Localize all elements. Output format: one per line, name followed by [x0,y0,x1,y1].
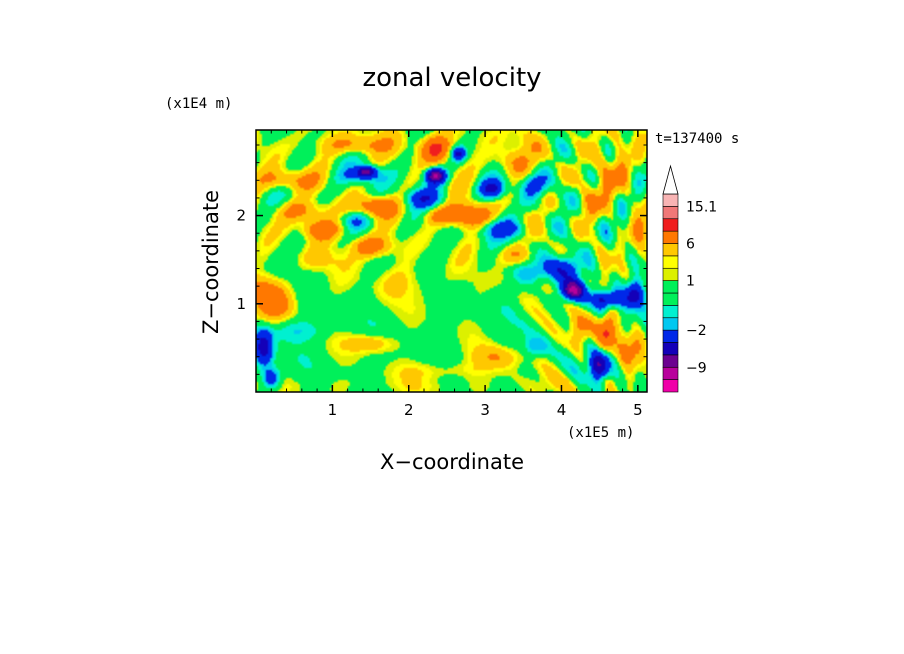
colorbar-tick-label: 15.1 [686,199,717,215]
colorbar-swatch [662,366,679,380]
x-axis-label: X−coordinate [380,450,524,474]
y-axis-ticks: 12 [236,144,647,375]
y-axis-label: Z−coordinate [199,190,223,334]
y-tick-label: 1 [236,295,246,313]
colorbar-swatch [662,354,679,368]
colorbar-swatch [662,243,679,257]
y-multiplier-label: (x1E4 m) [165,96,232,112]
x-tick-label: 1 [328,401,338,419]
colorbar-swatch [662,218,679,232]
colorbar-swatch [662,379,679,393]
colorbar-swatch [662,342,679,356]
colorbar-swatch [662,267,679,281]
colorbar-swatch [662,292,679,306]
heatmap-field [256,130,647,392]
colorbar-swatch [662,317,679,331]
plot-frame [255,129,648,393]
x-tick-label: 3 [480,401,490,419]
chart-title: zonal velocity [362,63,541,93]
colorbar-swatch [662,206,679,220]
colorbar: 15.1 6 1 −2 −9 [662,164,717,393]
colorbar-swatch [662,280,679,294]
y-tick-label: 2 [236,207,246,225]
colorbar-swatch [662,193,679,207]
colorbar-tick-label: −9 [686,360,707,376]
colorbar-swatch [662,230,679,244]
colorbar-swatch [662,305,679,319]
colorbar-tick-label: −2 [686,323,707,339]
time-label: t=137400 s [655,131,739,147]
x-multiplier-label: (x1E5 m) [567,425,634,441]
colorbar-swatch [662,255,679,269]
colorbar-swatch [662,329,679,343]
x-tick-label: 2 [404,401,414,419]
colorbar-tick-label: 6 [686,237,695,253]
x-tick-label: 4 [557,401,567,419]
colorbar-extension [662,164,679,195]
colorbar-tick-label: 1 [686,274,695,290]
x-tick-label: 5 [633,401,643,419]
x-axis-ticks: 1 2 3 4 5 [270,130,643,419]
